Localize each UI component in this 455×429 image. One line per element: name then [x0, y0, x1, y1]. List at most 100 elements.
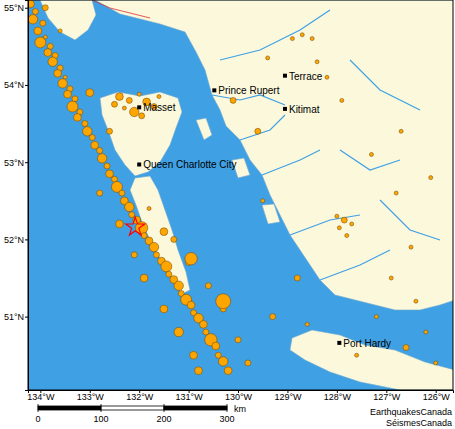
- channel: [340, 150, 400, 170]
- y-tick: 53°N: [4, 158, 28, 168]
- x-tick: 128°W: [324, 390, 352, 402]
- earthquake: [58, 79, 67, 88]
- earthquake: [107, 128, 113, 134]
- earthquake: [166, 271, 172, 277]
- channel: [290, 215, 360, 235]
- earthquake: [35, 37, 46, 48]
- earthquake: [403, 345, 409, 351]
- earthquake: [58, 29, 62, 33]
- earthquake: [147, 207, 151, 211]
- x-tick-label: 128°W: [324, 392, 352, 402]
- city-label: Prince Rupert: [218, 85, 279, 96]
- earthquake: [205, 283, 211, 289]
- y-axis: 51°N52°N53°N54°N55°N: [4, 1, 29, 391]
- earthquake: [116, 93, 124, 101]
- map-svg: TerracePrince RupertKitimatMassetQueen C…: [0, 0, 455, 429]
- scale-bar-tick: [101, 404, 102, 412]
- earthquake: [137, 92, 141, 96]
- earthquake: [195, 367, 203, 375]
- y-tick-label: 51°N: [4, 312, 24, 322]
- earthquake: [414, 299, 418, 303]
- border: [92, 0, 150, 18]
- earthquake: [64, 90, 72, 98]
- city-marker: [212, 88, 216, 92]
- earthquake: [32, 9, 38, 15]
- land: [290, 330, 453, 390]
- earthquake: [216, 294, 231, 309]
- earthquake: [131, 252, 137, 258]
- scale-bar-segment: [101, 406, 164, 410]
- earthquake: [305, 322, 309, 326]
- earthquake: [74, 114, 82, 122]
- earthquake: [429, 176, 433, 180]
- earthquake: [160, 228, 168, 236]
- channel: [212, 95, 285, 105]
- channel: [262, 150, 320, 175]
- y-tick-mark: [25, 162, 28, 163]
- earthquake: [394, 191, 398, 195]
- earthquake: [86, 89, 94, 97]
- earthquake: [161, 261, 172, 272]
- earthquake: [106, 170, 114, 178]
- land: [262, 204, 280, 224]
- earthquake: [341, 217, 347, 223]
- city-label: Queen Charlotte City: [143, 159, 236, 170]
- city-marker: [337, 341, 341, 345]
- city-label: Kitimat: [289, 104, 320, 115]
- scale-bar-label: 0: [35, 414, 40, 424]
- y-tick-label: 54°N: [4, 80, 24, 90]
- earthquake: [245, 360, 251, 366]
- x-tick: 129°W: [274, 390, 302, 402]
- x-tick: 132°W: [126, 390, 154, 402]
- land: [130, 176, 190, 294]
- earthquake: [171, 236, 177, 242]
- scale-bar-label: 100: [93, 414, 108, 424]
- earthquake: [97, 148, 103, 154]
- earthquake: [141, 233, 147, 239]
- scale-bar-label: 200: [156, 414, 171, 424]
- x-tick-label: 130°W: [225, 392, 253, 402]
- earthquake: [91, 141, 99, 149]
- earthquake: [125, 202, 134, 211]
- y-tick-label: 53°N: [4, 158, 24, 168]
- earthquake: [44, 49, 52, 57]
- earthquake: [337, 226, 341, 230]
- map-container: TerracePrince RupertKitimatMassetQueen C…: [0, 0, 455, 429]
- earthquake: [154, 252, 160, 258]
- earthquake: [215, 352, 221, 358]
- earthquake: [48, 57, 57, 66]
- earthquake: [345, 234, 349, 238]
- y-tick-mark: [25, 317, 28, 318]
- earthquake: [187, 301, 195, 309]
- earthquake: [424, 330, 428, 334]
- earthquake: [212, 342, 220, 350]
- earthquake: [104, 163, 110, 169]
- earthquake: [235, 337, 241, 343]
- scale-bar-unit: km: [234, 404, 246, 414]
- earthquake: [139, 113, 145, 119]
- earthquake: [200, 320, 208, 328]
- land: [95, 0, 453, 310]
- earthquake: [157, 95, 161, 99]
- y-tick-mark: [25, 239, 28, 240]
- earthquake: [119, 190, 125, 196]
- x-tick: 134°W: [27, 390, 55, 402]
- earthquake: [261, 199, 265, 203]
- earthquake: [315, 60, 319, 64]
- earthquake: [54, 69, 62, 77]
- earthquake: [116, 220, 124, 228]
- y-tick: 55°N: [4, 3, 28, 13]
- earthquake: [122, 106, 126, 110]
- scale-bar-tick: [227, 404, 228, 412]
- x-tick-label: 131°W: [176, 392, 204, 402]
- x-tick: 126°W: [423, 390, 451, 402]
- channel: [240, 115, 285, 140]
- earthquake: [126, 97, 132, 103]
- earthquake: [300, 33, 304, 37]
- base-map: [28, 0, 453, 390]
- earthquake: [67, 101, 78, 112]
- earthquake: [369, 152, 373, 156]
- credit: SéismesCanada: [386, 418, 452, 428]
- earthquake: [174, 281, 183, 290]
- city-label: Masset: [143, 102, 175, 113]
